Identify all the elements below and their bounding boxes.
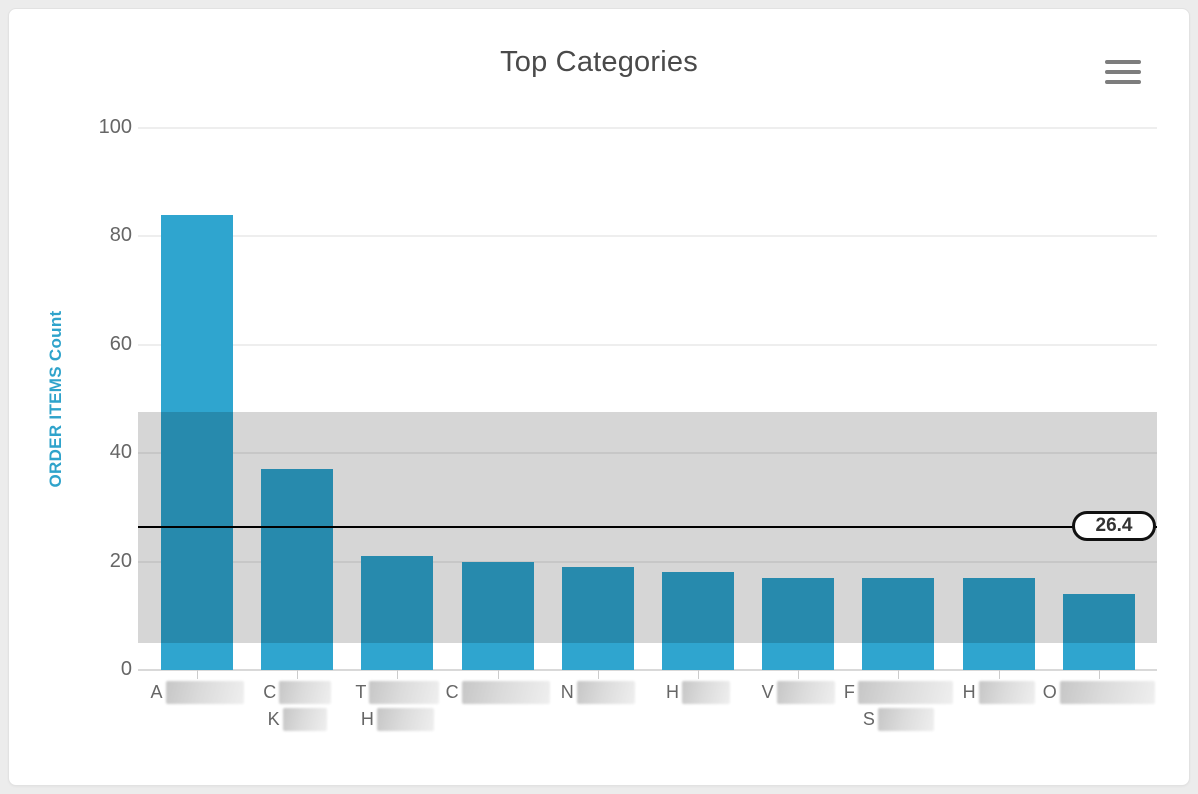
redacted-label-box: [165, 681, 244, 704]
bar[interactable]: [161, 214, 233, 670]
hamburger-icon[interactable]: [1103, 58, 1143, 88]
x-tick: [497, 670, 499, 679]
y-tick-label: 100: [98, 116, 132, 138]
bar[interactable]: [261, 469, 334, 670]
x-axis-label: C: [418, 679, 578, 706]
x-tick: [798, 670, 800, 679]
x-axis-label-text: K: [267, 709, 280, 729]
x-axis-label-line: H: [919, 679, 1079, 706]
x-axis-label-text: F: [843, 682, 855, 702]
bar[interactable]: [762, 577, 835, 670]
x-tick: [998, 670, 1000, 679]
x-axis-label: O: [1019, 679, 1179, 706]
x-axis-label-text: O: [1042, 682, 1057, 702]
x-tick: [597, 670, 599, 679]
x-axis-label-line: C: [418, 679, 578, 706]
x-axis-label: A: [117, 679, 277, 706]
chart-title: Top Categories: [500, 46, 698, 78]
mean-line: [138, 525, 1157, 528]
x-axis-label: H: [618, 679, 778, 706]
x-axis-label-text: S: [862, 709, 875, 729]
x-axis-label: V: [718, 679, 878, 706]
x-axis-label: H: [919, 679, 1079, 706]
x-axis-label-line: V: [718, 679, 878, 706]
x-tick: [297, 670, 299, 679]
x-axis-label-line: C: [217, 679, 377, 706]
redacted-label-box: [682, 681, 730, 704]
redacted-label-box: [857, 681, 953, 704]
x-axis-label-line: H: [618, 679, 778, 706]
x-axis-label-line: H: [317, 706, 477, 733]
bar[interactable]: [1062, 594, 1135, 670]
x-axis-label-line: O: [1019, 679, 1179, 706]
gridline: [138, 127, 1157, 129]
x-axis-label-text: H: [666, 682, 679, 702]
x-axis-label-text: H: [360, 709, 374, 729]
x-tick: [197, 670, 198, 679]
x-axis-label-line: T: [317, 679, 477, 706]
x-tick: [898, 670, 900, 679]
redacted-label-box: [369, 681, 440, 704]
hamburger-line: [1105, 60, 1141, 64]
x-axis-label-text: C: [263, 682, 277, 702]
y-tick-label: 80: [109, 224, 132, 247]
x-axis-label-text: N: [560, 682, 574, 702]
y-tick-label: 0: [120, 658, 132, 680]
bar[interactable]: [361, 556, 434, 670]
redacted-label-box: [279, 681, 332, 704]
gridline: [138, 669, 1157, 671]
x-axis-label-text: A: [150, 682, 163, 702]
mean-value-pill: 26.4: [1072, 511, 1156, 541]
bar[interactable]: [561, 567, 634, 670]
x-axis-label-text: C: [445, 682, 459, 702]
y-tick-label: 60: [109, 332, 132, 355]
x-axis-label-line: A: [117, 679, 277, 706]
redacted-label-box: [978, 681, 1035, 704]
gridline: [138, 235, 1157, 238]
y-axis-title: ORDER ITEMS Count: [46, 310, 65, 488]
bar[interactable]: [862, 577, 935, 670]
hamburger-line: [1105, 70, 1141, 74]
hamburger-line: [1105, 80, 1141, 84]
bar[interactable]: [461, 561, 534, 670]
bar[interactable]: [962, 577, 1035, 670]
redacted-label-box: [461, 681, 550, 704]
gridline: [138, 560, 1157, 563]
redacted-label-box: [576, 681, 635, 704]
x-axis-label-text: H: [962, 682, 976, 702]
redacted-label-box: [1059, 681, 1155, 704]
x-axis-label-line: N: [518, 679, 678, 706]
redacted-label-box: [877, 708, 934, 731]
x-tick: [397, 670, 399, 679]
x-axis-label-line: F: [818, 679, 978, 706]
redacted-label-box: [776, 681, 835, 704]
y-tick-label: 20: [109, 549, 132, 572]
bar[interactable]: [662, 572, 734, 670]
x-tick: [698, 670, 699, 679]
x-axis-label: N: [518, 679, 678, 706]
x-axis-label-text: V: [761, 682, 774, 702]
redacted-label-box: [282, 708, 327, 731]
y-tick-label: 40: [109, 441, 132, 464]
gridline: [138, 343, 1157, 346]
x-axis-label-text: T: [355, 682, 367, 702]
x-axis-label-line: K: [217, 706, 377, 733]
x-axis-label-line: S: [818, 706, 978, 733]
x-tick: [1098, 670, 1100, 679]
redacted-label-box: [376, 708, 434, 731]
gridline: [138, 452, 1157, 455]
